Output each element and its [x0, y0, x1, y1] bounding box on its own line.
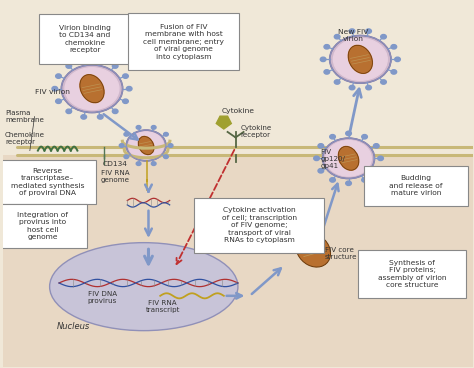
Circle shape [374, 144, 379, 148]
Text: Budding
and release of
mature virion: Budding and release of mature virion [389, 175, 443, 197]
Circle shape [391, 70, 397, 74]
Circle shape [136, 125, 141, 129]
Circle shape [98, 115, 103, 119]
FancyBboxPatch shape [358, 250, 466, 298]
Circle shape [320, 57, 326, 61]
Circle shape [65, 68, 119, 110]
Circle shape [127, 130, 166, 161]
Circle shape [362, 135, 367, 139]
Circle shape [52, 86, 58, 91]
Text: Synthesis of
FIV proteins;
assembly of virion
core structure: Synthesis of FIV proteins; assembly of v… [378, 259, 447, 288]
Ellipse shape [80, 75, 104, 103]
Circle shape [326, 141, 371, 176]
Circle shape [127, 86, 132, 91]
FancyBboxPatch shape [0, 160, 96, 204]
Text: FIV RNA
genome: FIV RNA genome [101, 170, 130, 183]
Circle shape [395, 57, 401, 61]
Text: Chemokine
receptor: Chemokine receptor [5, 132, 45, 145]
Circle shape [346, 131, 351, 135]
Circle shape [66, 109, 72, 113]
Text: Cytokine
receptor: Cytokine receptor [240, 125, 272, 138]
Circle shape [334, 35, 340, 39]
Circle shape [136, 162, 141, 166]
Text: FIV
gp120/
gp41: FIV gp120/ gp41 [320, 149, 345, 169]
Circle shape [324, 70, 329, 74]
Circle shape [349, 29, 355, 33]
Circle shape [318, 169, 324, 173]
Text: CD134: CD134 [102, 162, 127, 167]
Text: FIV core
structure: FIV core structure [325, 247, 357, 260]
Circle shape [112, 64, 118, 68]
Circle shape [123, 99, 128, 103]
Polygon shape [216, 116, 231, 129]
Text: FIV DNA
provirus: FIV DNA provirus [88, 291, 117, 304]
Circle shape [98, 58, 103, 63]
Circle shape [374, 169, 379, 173]
FancyBboxPatch shape [39, 14, 131, 64]
Circle shape [334, 80, 340, 84]
Circle shape [62, 65, 123, 113]
Circle shape [55, 74, 61, 78]
Circle shape [123, 74, 128, 78]
Circle shape [323, 138, 374, 178]
Ellipse shape [348, 45, 373, 73]
Text: New FIV
virion: New FIV virion [338, 29, 368, 42]
Circle shape [314, 156, 319, 160]
Circle shape [119, 144, 124, 147]
Circle shape [164, 155, 168, 159]
Ellipse shape [296, 233, 330, 267]
Circle shape [381, 35, 386, 39]
FancyBboxPatch shape [0, 204, 87, 248]
Circle shape [330, 36, 391, 83]
Circle shape [81, 58, 87, 63]
Circle shape [324, 45, 329, 49]
Circle shape [151, 162, 156, 166]
Circle shape [124, 155, 128, 159]
Ellipse shape [50, 243, 238, 330]
Circle shape [381, 80, 386, 84]
Ellipse shape [338, 146, 359, 170]
Text: FIV RNA
transcript: FIV RNA transcript [146, 300, 180, 313]
Circle shape [168, 144, 173, 147]
Bar [2, 155, 474, 367]
Text: Reverse
transcriptase–
mediated synthesis
of proviral DNA: Reverse transcriptase– mediated synthesi… [10, 168, 84, 197]
Circle shape [318, 144, 324, 148]
Circle shape [151, 125, 156, 129]
Circle shape [333, 38, 387, 80]
Text: Virion binding
to CD134 and
chemokine
receptor: Virion binding to CD134 and chemokine re… [59, 25, 111, 53]
Circle shape [349, 85, 355, 90]
Text: Plasma
membrane: Plasma membrane [5, 110, 44, 123]
Circle shape [55, 99, 61, 103]
Circle shape [391, 45, 397, 49]
Circle shape [129, 132, 164, 159]
Circle shape [366, 85, 372, 90]
Circle shape [366, 29, 372, 33]
FancyBboxPatch shape [128, 13, 239, 70]
Circle shape [346, 181, 351, 185]
FancyBboxPatch shape [364, 166, 468, 206]
Circle shape [66, 64, 72, 68]
Text: FIV virion: FIV virion [35, 89, 70, 95]
Circle shape [112, 109, 118, 113]
FancyBboxPatch shape [194, 198, 324, 252]
Circle shape [164, 132, 168, 136]
Circle shape [81, 115, 87, 119]
Text: Cytokine: Cytokine [221, 107, 255, 113]
Circle shape [330, 178, 336, 182]
Text: Fusion of FIV
membrane with host
cell membrane; entry
of viral genome
into cytop: Fusion of FIV membrane with host cell me… [143, 24, 224, 60]
Ellipse shape [138, 137, 154, 155]
Circle shape [362, 178, 367, 182]
Bar [2, 1, 474, 155]
Circle shape [124, 132, 128, 136]
Text: Integration of
provirus into
host cell
genome: Integration of provirus into host cell g… [17, 212, 68, 240]
Circle shape [330, 135, 336, 139]
Circle shape [378, 156, 383, 160]
Text: Nucleus: Nucleus [57, 322, 90, 331]
Text: Cytokine activation
of cell; transcription
of FIV genome;
transport of viral
RNA: Cytokine activation of cell; transcripti… [221, 207, 297, 243]
